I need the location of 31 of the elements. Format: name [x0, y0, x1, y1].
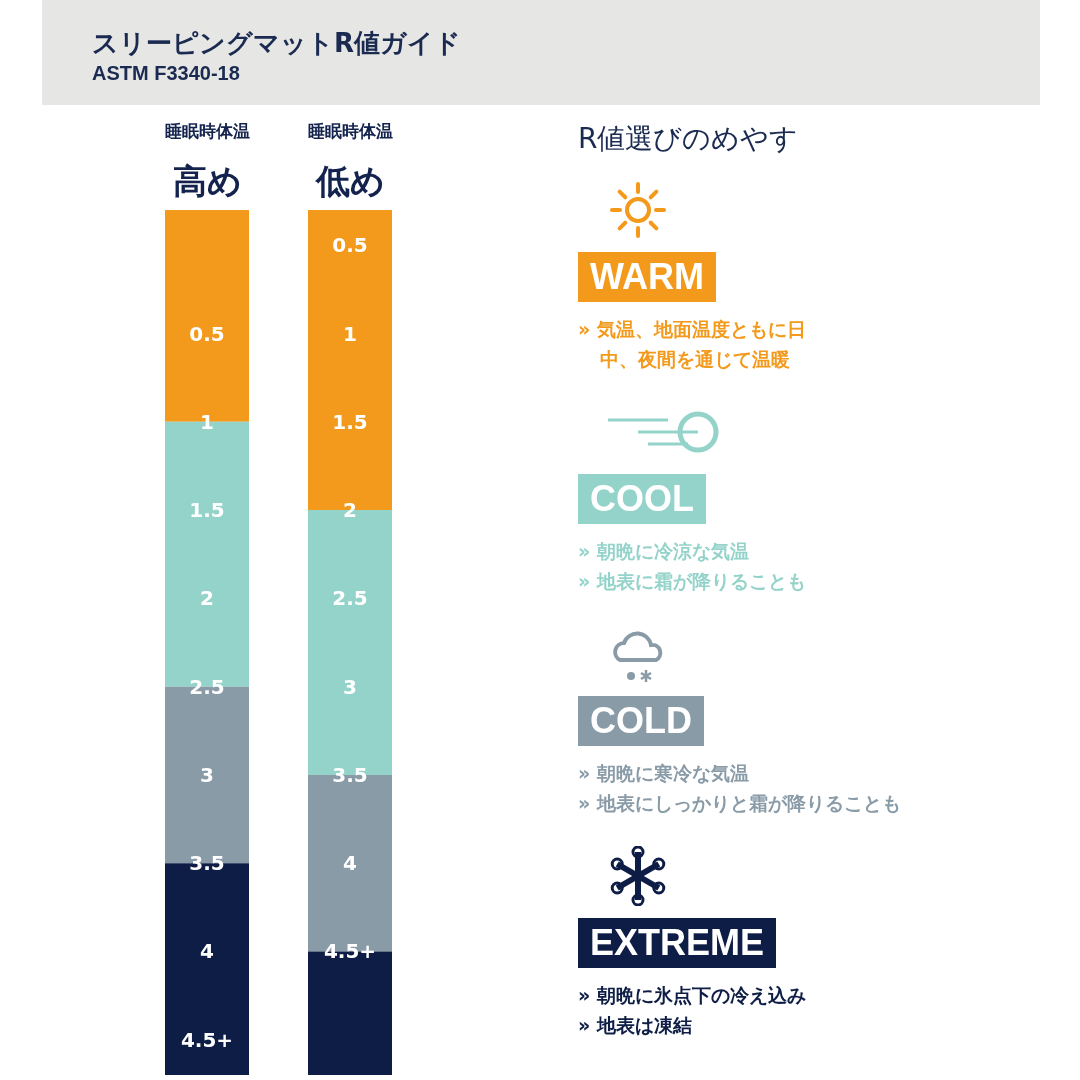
- legend-label: EXTREME: [578, 918, 777, 968]
- y-tick-label: 3: [200, 762, 214, 787]
- y-tick-label: 3.5: [189, 851, 225, 876]
- y-tick-label: 2: [200, 586, 214, 611]
- y-tick-label: 1.5: [332, 409, 368, 434]
- text: スリーピングマットR値ガイド: [92, 27, 462, 60]
- x-tick-label: 低め: [313, 162, 385, 200]
- text: » 気温、地面温度ともに日中、夜間を通じて温暖: [578, 317, 807, 372]
- text: ASTM F3340-18: [92, 62, 240, 85]
- y-tick-label: 0.5: [332, 233, 368, 258]
- y-tick-label: 0.5: [189, 321, 225, 346]
- y-tick-label: 1: [343, 321, 357, 346]
- legend-label: COLD: [578, 696, 704, 746]
- y-tick-label: 2.5: [332, 586, 368, 611]
- text: » 朝晩に冷涼な気温 » 地表に霜が降りることも: [578, 539, 807, 594]
- y-tick-label: 4.5+: [323, 939, 377, 964]
- y-tick-label: 4: [343, 851, 357, 876]
- legend-label: COOL: [578, 474, 706, 524]
- y-tick-label: 3: [343, 674, 357, 699]
- x-axis-title: 睡眠時体温: [307, 122, 393, 141]
- y-tick-label: 1.5: [189, 498, 225, 523]
- x-tick-label: 高め: [172, 162, 242, 200]
- y-tick-label: 2.5: [189, 674, 225, 699]
- y-tick-label: 3.5: [332, 762, 368, 787]
- legend-label: WARM: [578, 252, 716, 302]
- y-tick-label: 4.5+: [180, 1027, 234, 1052]
- text: » 朝晩に氷点下の冷え込み » 地表は凍結: [578, 983, 807, 1038]
- text: » 朝晩に寒冷な気温 » 地表にしっかりと霜が降りることも: [578, 761, 902, 816]
- legend-title: R値選びのめやす: [578, 121, 800, 157]
- y-tick-label: 4: [200, 939, 214, 964]
- x-axis-title: 睡眠時体温: [164, 122, 250, 141]
